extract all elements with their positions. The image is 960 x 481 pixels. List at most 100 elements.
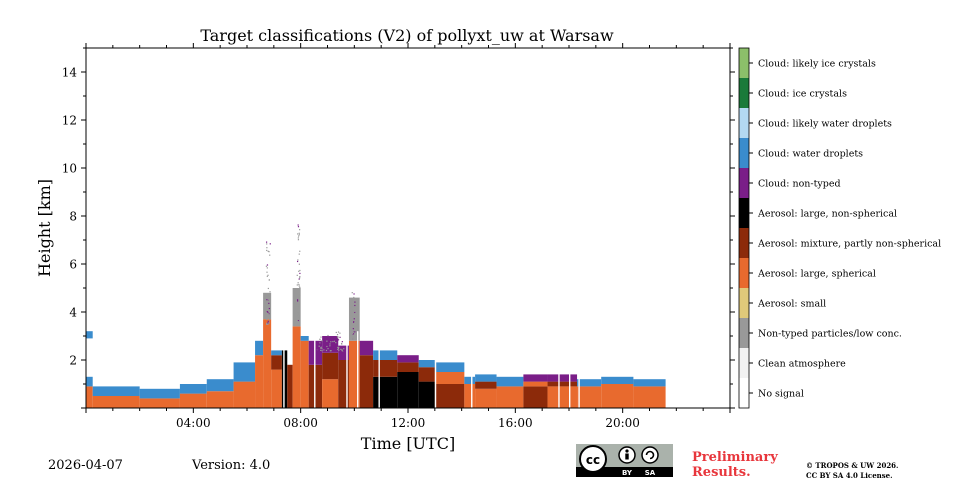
- speckle: [353, 337, 355, 339]
- speckle: [266, 299, 268, 301]
- speckle: [268, 307, 270, 310]
- speckle: [320, 349, 322, 351]
- class-segment: [86, 376, 93, 387]
- speckle: [268, 312, 270, 315]
- class-segment: [255, 355, 264, 408]
- speckle: [269, 308, 271, 311]
- cc-by-text: BY: [622, 469, 633, 477]
- y-tick-label: 12: [62, 114, 77, 128]
- speckle: [266, 264, 269, 266]
- speckle: [266, 323, 268, 326]
- x-tick-label: 04:00: [176, 416, 211, 430]
- speckle: [297, 312, 300, 314]
- class-segment: [464, 384, 476, 408]
- speckle: [353, 310, 355, 313]
- speckle: [267, 304, 269, 307]
- class-segment: [475, 374, 497, 382]
- speckle: [327, 334, 329, 337]
- speckle: [319, 341, 321, 343]
- speckle: [326, 345, 328, 348]
- speckle: [342, 350, 344, 352]
- speckle: [338, 346, 340, 349]
- speckle: [325, 336, 327, 338]
- speckle: [340, 342, 343, 345]
- y-tick-label: 6: [69, 258, 77, 272]
- speckle: [269, 254, 271, 256]
- class-segment: [300, 340, 309, 408]
- speckle: [269, 298, 271, 301]
- speckle: [297, 224, 299, 226]
- speckle: [329, 350, 331, 352]
- colorbar-swatch: [739, 168, 749, 198]
- sa-icon: [641, 446, 659, 464]
- speckle: [266, 310, 268, 313]
- speckle: [268, 312, 270, 314]
- colorbar-label: Aerosol: mixture, partly non-spherical: [757, 239, 941, 250]
- speckle: [268, 320, 270, 322]
- class-segment: [338, 345, 349, 360]
- speckle: [339, 332, 341, 334]
- class-segment: [373, 360, 398, 377]
- colorbar-label: No signal: [758, 389, 804, 400]
- copyright-line-2: CC BY SA 4.0 License.: [806, 471, 893, 480]
- class-segment: [475, 381, 497, 389]
- speckle: [341, 349, 343, 352]
- speckle: [267, 274, 269, 276]
- speckle: [319, 338, 321, 340]
- speckle: [352, 319, 354, 321]
- speckle: [299, 272, 301, 275]
- x-tick-label: 08:00: [283, 416, 318, 430]
- colorbar-swatch: [739, 348, 749, 378]
- speckle: [339, 336, 341, 338]
- class-segment: [271, 350, 282, 356]
- speckle: [351, 333, 354, 335]
- speckle: [335, 342, 337, 344]
- speckle: [337, 337, 339, 339]
- class-segment: [338, 360, 349, 408]
- cc-text: cc: [586, 453, 600, 467]
- speckle: [297, 300, 299, 302]
- colorbar-swatch: [739, 78, 749, 108]
- gap-line: [378, 331, 380, 408]
- speckle: [351, 305, 353, 307]
- speckle: [336, 333, 339, 336]
- cc-sa-text: SA: [645, 469, 656, 477]
- class-segment: [271, 355, 282, 370]
- class-segment: [601, 384, 634, 408]
- speckle: [321, 350, 323, 352]
- colorbar-label: Aerosol: small: [757, 299, 826, 310]
- x-axis-label: Time [UTC]: [361, 434, 455, 453]
- speckle: [297, 316, 300, 318]
- class-segment: [601, 376, 634, 384]
- class-segment: [92, 396, 140, 408]
- colorbar-swatch: [739, 318, 749, 348]
- class-segment: [434, 372, 465, 384]
- speckle: [351, 335, 353, 337]
- speckle: [320, 336, 322, 338]
- speckle: [352, 300, 355, 302]
- class-segment: [271, 369, 282, 408]
- class-segment: [523, 381, 548, 387]
- speckle: [335, 331, 337, 334]
- speckle: [299, 250, 301, 252]
- gap-line: [357, 331, 359, 408]
- speckle: [351, 322, 354, 325]
- speckle: [329, 343, 331, 345]
- speckle: [329, 345, 331, 347]
- speckle: [353, 318, 355, 320]
- speckle: [351, 325, 354, 327]
- speckle: [266, 271, 268, 273]
- class-segment: [292, 326, 301, 408]
- speckle: [354, 304, 356, 307]
- speckle: [299, 286, 301, 288]
- preliminary-notice: Preliminary Results.: [692, 450, 778, 480]
- speckle: [337, 347, 340, 350]
- gap-line: [578, 331, 580, 408]
- preliminary-line-1: Preliminary: [692, 450, 778, 465]
- class-segment: [263, 292, 272, 320]
- speckle: [298, 305, 300, 307]
- colorbar-swatch: [739, 258, 749, 288]
- speckle: [268, 306, 271, 309]
- speckle: [354, 298, 356, 300]
- speckle: [337, 331, 340, 333]
